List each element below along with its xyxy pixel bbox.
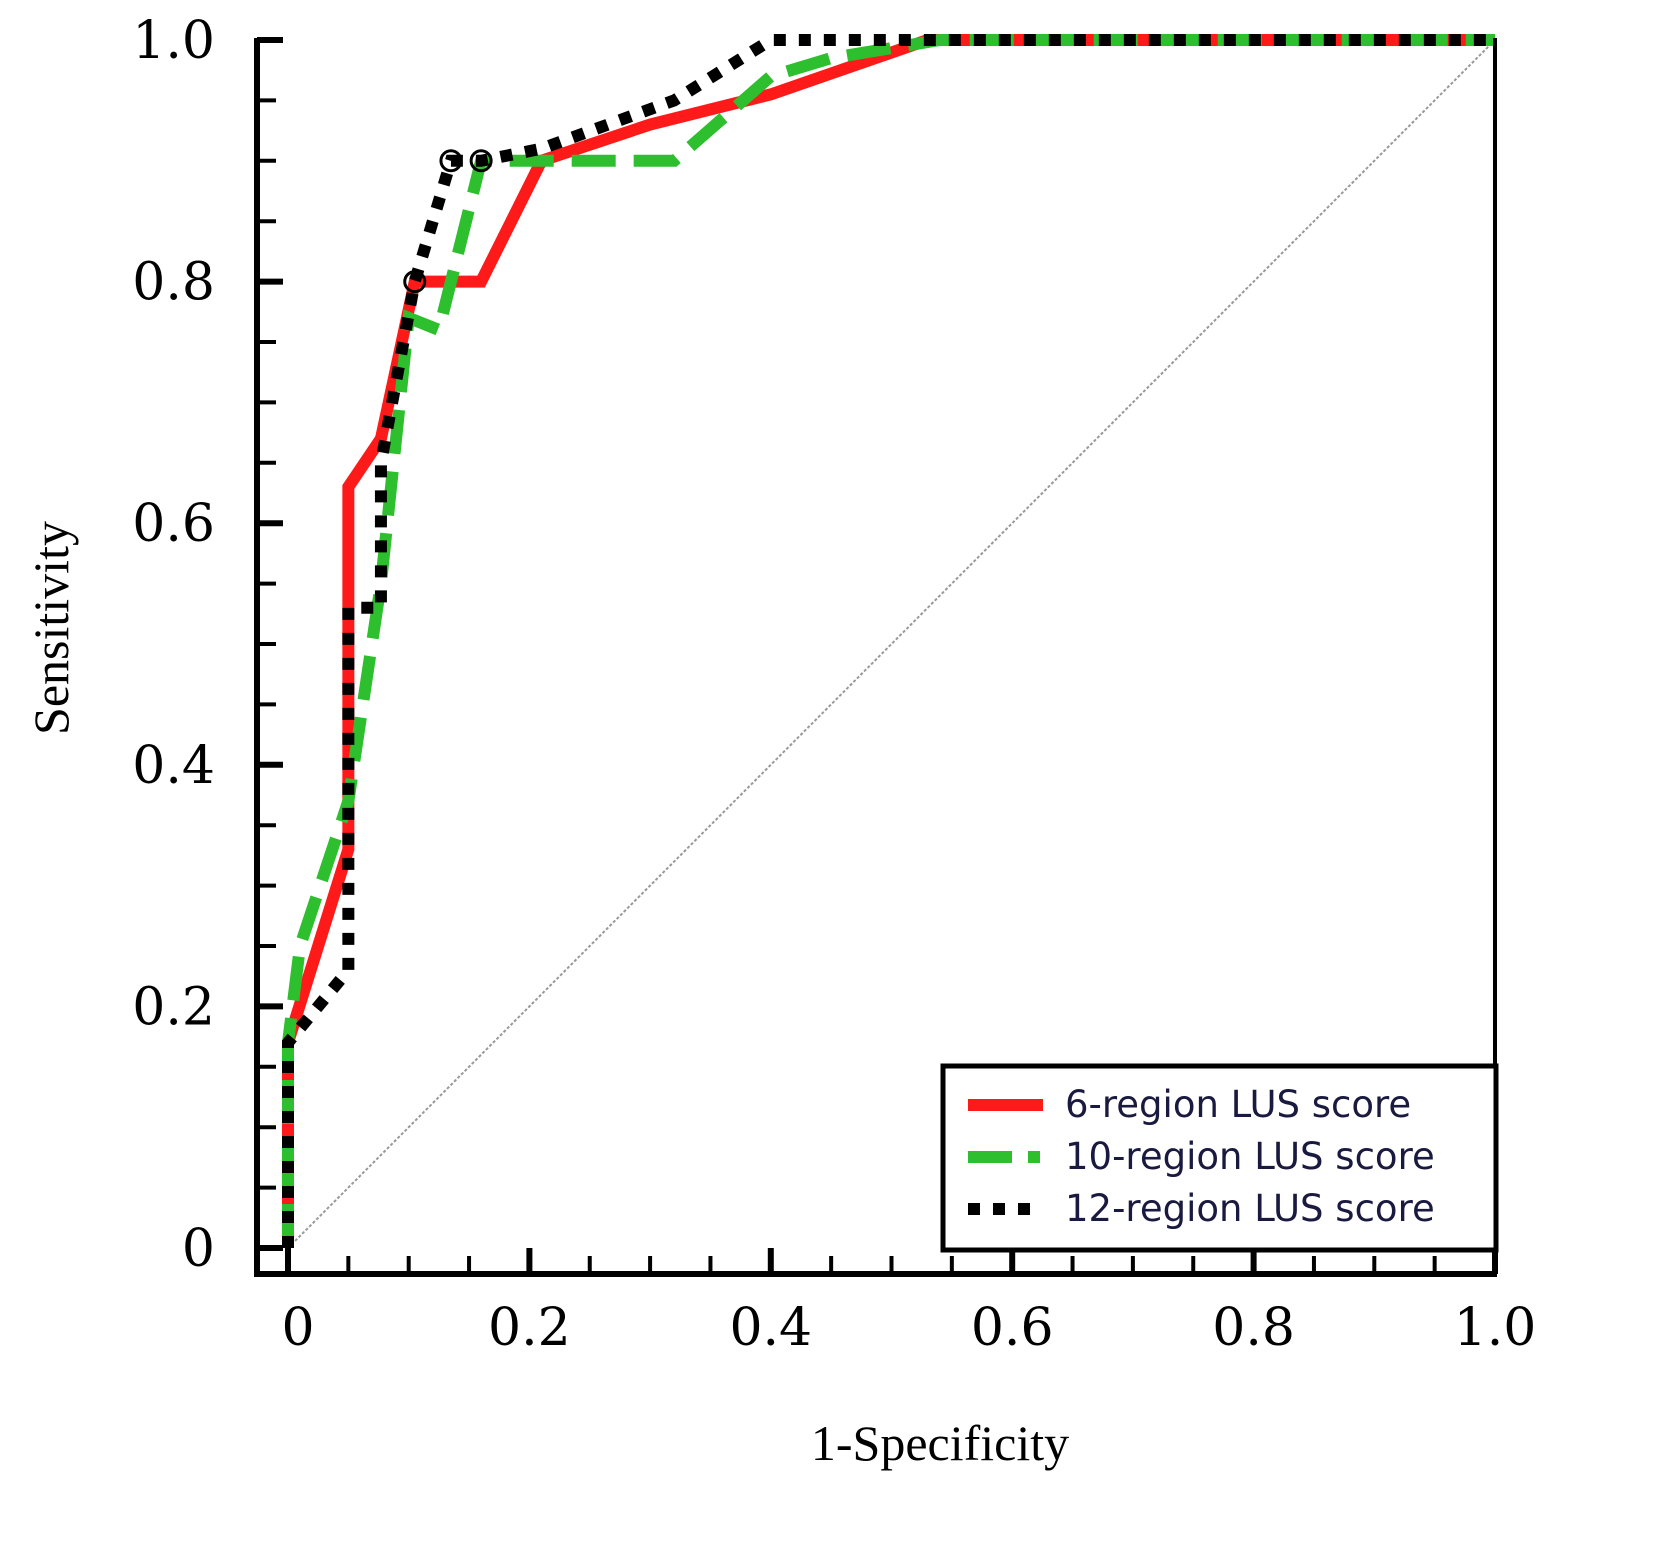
x-tick-label: 0.8 xyxy=(1212,1298,1295,1358)
x-axis-title: 1-Specificity xyxy=(811,1415,1069,1471)
y-tick-label: 0.8 xyxy=(132,253,215,313)
legend: 6-region LUS score 10-region LUS score 1… xyxy=(940,1063,1499,1253)
y-ticks: 0 0.2 0.4 0.6 0.8 1.0 xyxy=(132,11,283,1279)
marker-layer xyxy=(403,149,493,294)
series-line-12-region xyxy=(282,34,1495,1248)
cutoff-marker xyxy=(469,149,493,173)
x-tick-label: 0.4 xyxy=(729,1298,812,1358)
cutoff-marker xyxy=(439,149,463,173)
x-ticks: 0 0.2 0.4 0.6 0.8 1.0 xyxy=(281,1248,1536,1358)
y-tick-label: 0 xyxy=(182,1219,215,1279)
legend-label-6-region: 6-region LUS score xyxy=(1065,1083,1411,1126)
series-line-10-region xyxy=(282,34,1495,1248)
y-tick-label: 0.4 xyxy=(132,736,215,796)
legend-label-10-region: 10-region LUS score xyxy=(1065,1135,1435,1178)
series-layer xyxy=(282,34,1495,1248)
y-tick-label: 0.2 xyxy=(132,977,215,1037)
x-tick-label: 0.2 xyxy=(488,1298,571,1358)
x-tick-label: 0 xyxy=(281,1298,314,1358)
x-tick-label: 1.0 xyxy=(1454,1298,1537,1358)
cutoff-marker xyxy=(403,270,427,294)
y-axis-title: Sensitivity xyxy=(23,521,79,735)
legend-label-12-region: 12-region LUS score xyxy=(1065,1187,1435,1230)
y-tick-label: 0.6 xyxy=(132,494,215,554)
y-tick-label: 1.0 xyxy=(132,11,215,71)
x-tick-label: 0.6 xyxy=(971,1298,1054,1358)
